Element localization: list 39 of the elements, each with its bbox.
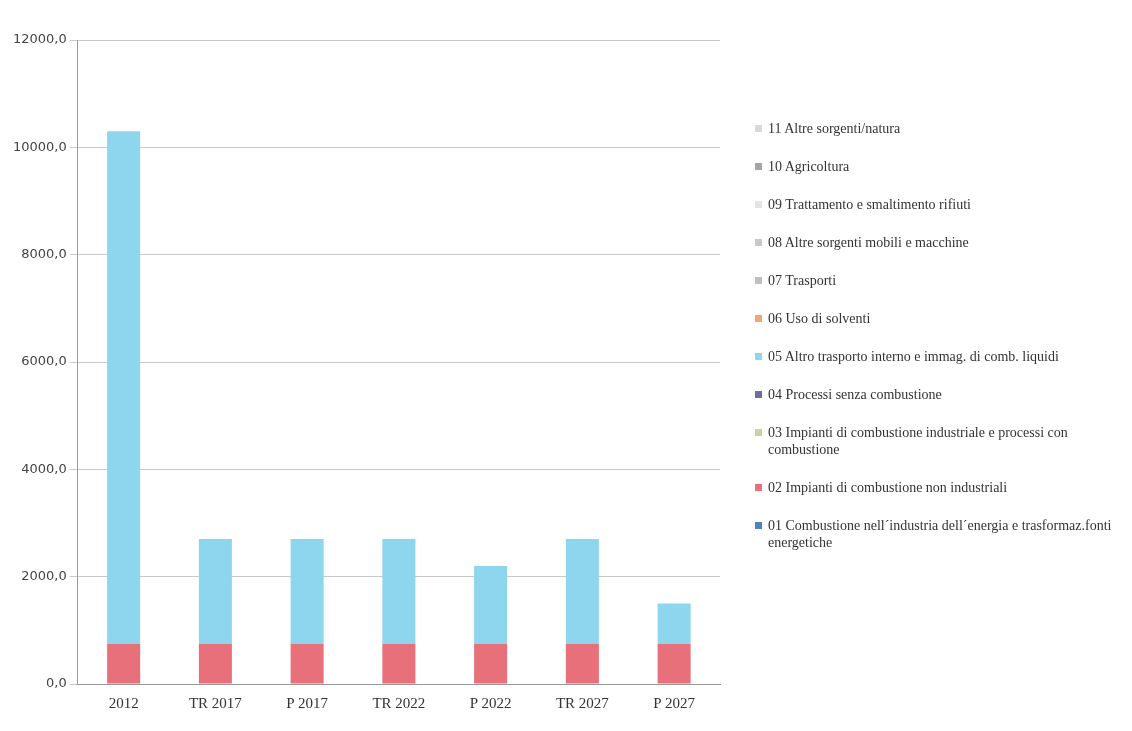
y-tick-label: 6000,0 <box>21 353 67 369</box>
bar <box>565 539 599 644</box>
bar <box>290 643 324 684</box>
bar <box>382 643 416 684</box>
bar <box>657 643 691 684</box>
y-tick-label: 2000,0 <box>21 568 67 584</box>
y-tick-label: 0,0 <box>46 675 67 691</box>
legend-label: 09 Trattamento e smaltimento rifiuti <box>768 196 971 213</box>
bar <box>657 603 691 644</box>
legend-label: 11 Altre sorgenti/natura <box>768 120 901 137</box>
x-tick-label: TR 2017 <box>188 694 243 711</box>
bar <box>565 643 599 684</box>
x-tick-label: 2012 <box>108 694 139 711</box>
bar <box>474 565 508 644</box>
x-tick-label: P 2022 <box>469 694 512 711</box>
y-tick-label: 8000,0 <box>21 246 67 262</box>
legend-label: 04 Processi senza combustione <box>768 386 942 403</box>
legend-label: 08 Altre sorgenti mobili e macchine <box>768 234 969 251</box>
bar <box>107 643 141 684</box>
legend-label: 05 Altro trasporto interno e immag. di comb. liquidi <box>768 348 1059 365</box>
y-tick-label: 4000,0 <box>21 460 67 476</box>
x-tick-label: P 2017 <box>286 694 329 711</box>
y-tick-label: 12000,0 <box>12 31 67 47</box>
bar <box>198 643 232 684</box>
legend-label: 01 Combustione nell´industria dell´energia e trasformaz.fonti energetiche <box>768 517 1113 551</box>
legend-label: 06 Uso di solventi <box>768 310 871 327</box>
x-tick-label: P 2027 <box>653 694 696 711</box>
legend-label: 10 Agricoltura <box>768 158 850 175</box>
bar <box>290 539 324 644</box>
bar <box>198 539 232 644</box>
bar <box>382 539 416 644</box>
x-tick-label: TR 2027 <box>555 694 610 711</box>
y-tick-label: 10000,0 <box>12 138 67 154</box>
legend-label: 03 Impianti di combustione industriale e processi con combustione <box>768 424 1069 458</box>
legend-label: 02 Impianti di combustione non industriali <box>768 479 1008 496</box>
bar <box>107 131 141 644</box>
legend-label: 07 Trasporti <box>768 272 837 289</box>
x-tick-label: TR 2022 <box>372 694 426 711</box>
bar <box>474 643 508 684</box>
